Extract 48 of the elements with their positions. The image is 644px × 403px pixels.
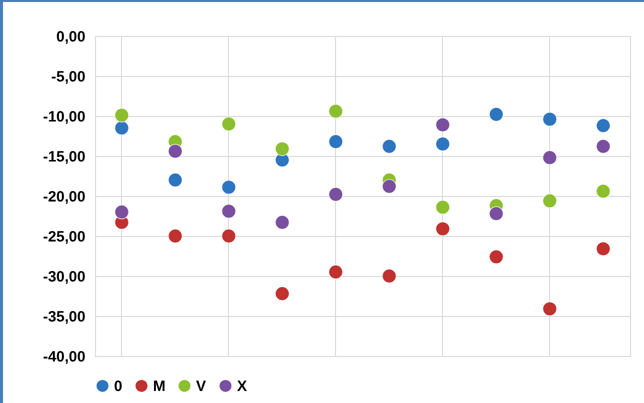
point <box>275 215 290 230</box>
point <box>542 112 557 126</box>
point <box>114 108 129 122</box>
legend-label: X <box>237 378 248 395</box>
point <box>436 200 450 214</box>
point <box>328 104 343 118</box>
point <box>275 142 290 156</box>
point <box>168 172 182 188</box>
y-tick-label: -15,00 <box>42 148 86 166</box>
point <box>489 206 504 221</box>
point <box>436 118 450 132</box>
point <box>596 139 610 154</box>
point <box>168 228 182 244</box>
point <box>222 116 236 132</box>
point <box>222 180 236 194</box>
point <box>222 228 236 244</box>
point <box>222 204 236 218</box>
legend-label: V <box>196 378 206 395</box>
y-tick-label: -5,00 <box>51 68 86 86</box>
y-tick-label: -40,00 <box>42 348 86 366</box>
point <box>114 204 129 220</box>
point <box>596 118 610 133</box>
point <box>168 144 182 158</box>
point <box>436 136 450 152</box>
legend-label: 0 <box>114 378 122 395</box>
point <box>542 302 557 316</box>
y-tick-label: -20,00 <box>42 188 86 206</box>
point <box>489 250 504 264</box>
y-tick-label: 0,00 <box>56 28 86 46</box>
point <box>382 179 396 194</box>
point <box>382 139 396 154</box>
y-tick-label: -30,00 <box>42 268 86 286</box>
point <box>436 222 450 236</box>
point <box>328 187 343 202</box>
point <box>542 194 557 208</box>
point <box>596 242 610 256</box>
point <box>328 264 343 280</box>
point <box>382 268 396 284</box>
point <box>489 107 504 122</box>
y-tick-label: -35,00 <box>42 308 86 326</box>
y-tick-label: -25,00 <box>42 228 86 246</box>
point <box>114 120 129 136</box>
y-tick-label: -10,00 <box>42 108 86 126</box>
point <box>328 134 343 149</box>
point <box>542 150 557 165</box>
legend-label: M <box>153 378 166 395</box>
point <box>596 184 610 198</box>
point <box>275 286 290 301</box>
